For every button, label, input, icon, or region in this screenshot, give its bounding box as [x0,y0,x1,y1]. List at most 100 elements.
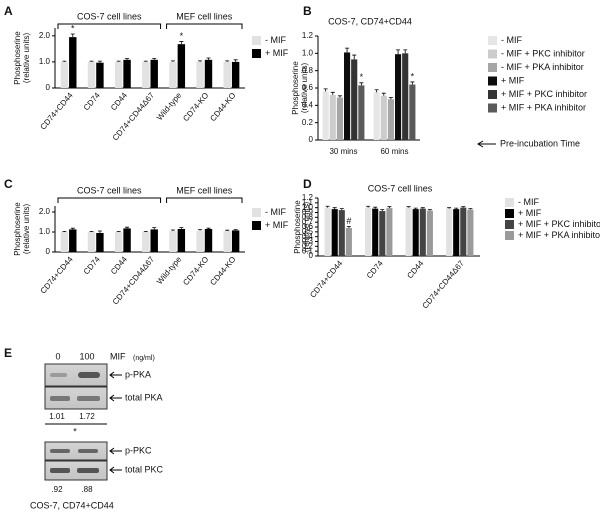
bar [412,209,419,256]
lane-label: 100 [79,351,94,361]
blot [44,363,108,387]
error-bar [89,231,94,232]
error-bar [179,41,184,45]
y-tick-label: 0 [46,83,51,92]
x-tick-label: Wild-type [155,90,184,122]
arrow [109,371,122,379]
error-bar [468,208,473,210]
x-tick-label: CD44 [405,258,425,280]
legend-swatch [252,208,261,217]
legend-label: - MIF + PKC inhibitor [501,48,585,58]
x-tick-label: CD44 [109,254,129,276]
error-bar [198,229,203,231]
bar [329,94,336,140]
bar [231,61,240,88]
bar [467,209,474,256]
error-bar [97,60,102,63]
error-bar [116,60,121,62]
legend-label: - MIF [265,207,286,217]
band [78,449,98,453]
arrow [109,466,122,474]
bar [380,95,387,140]
bar [336,97,343,140]
band-label: total PKA [125,392,163,402]
ratio: .88 [81,485,93,494]
error-bar [116,231,121,232]
bar [69,229,77,252]
bar [395,54,402,141]
y-tick-label: 0.7 [302,217,314,226]
bar [358,85,365,140]
legend-swatch [505,220,514,229]
y-tick-label: 0.2 [302,118,314,127]
bar [69,37,77,88]
legend-swatch [252,221,261,230]
band-label: total PKC [125,464,164,474]
y-tick-label: 0.8 [302,66,314,75]
bar [60,232,69,252]
error-bar [410,81,415,85]
error-bar [396,49,401,55]
error-bar [374,89,379,93]
legend-label: + MIF [265,220,289,230]
error-bar [366,205,371,208]
annotation: * [360,72,364,82]
y-tick-label: 2.0 [39,207,51,216]
panel-letter: E [4,346,12,360]
legend-swatch [488,76,497,86]
y-tick-label: 0.8 [302,212,314,221]
bar [372,208,379,256]
panel-letter: A [4,4,13,18]
bar [96,233,104,252]
bar [409,84,416,140]
error-bar [70,227,75,230]
bar [87,61,96,88]
x-tick-label: CD74+CD44Δ67 [421,258,467,310]
bar [419,208,426,256]
legend-swatch [252,49,261,58]
error-bar [143,231,148,232]
x-tick-label: CD74-KO [181,91,210,123]
y-tick-label: 0.3 [302,237,314,246]
legend-swatch [505,198,514,207]
blot [44,386,108,410]
y-tick-label: 2.0 [39,31,51,40]
y-tick-label: 0.6 [302,83,314,92]
group-bracket [166,197,243,203]
legend-swatch [488,103,497,113]
x-tick-label: CD74 [82,90,102,112]
error-bar [332,207,337,210]
error-bar [447,207,452,209]
band-label: p-PKC [125,445,152,455]
bar [142,232,150,252]
error-bar [125,226,130,229]
legend-label: - MIF [501,35,522,45]
x-tick-label: CD74+CD44 [308,258,345,299]
y-tick-label: 0.2 [302,241,314,250]
error-bar [170,229,175,231]
y-tick-label: 1.0 [39,57,51,66]
x-tick-label: CD44-KO [208,255,237,287]
error-bar [406,206,411,208]
bar [223,61,231,88]
error-bar [225,229,230,231]
bar [386,208,393,256]
error-bar [330,91,335,95]
y-tick-label: 1.1 [302,198,314,207]
bar [96,62,104,88]
y-tick-label: 0 [309,135,314,144]
bar [453,209,460,256]
x-tick-label: CD74 [365,258,385,280]
x-tick-label: CD74 [82,254,102,276]
bar [338,210,345,256]
band [50,468,70,473]
error-bar [233,59,238,62]
chart-title: COS-7 cell lines [368,183,433,193]
legend-label: + MIF [518,208,542,218]
bar [426,210,433,256]
error-bar [345,47,350,53]
bar [387,99,394,140]
lane-label: 0 [55,351,60,361]
x-tick-label: CD44 [109,90,129,112]
